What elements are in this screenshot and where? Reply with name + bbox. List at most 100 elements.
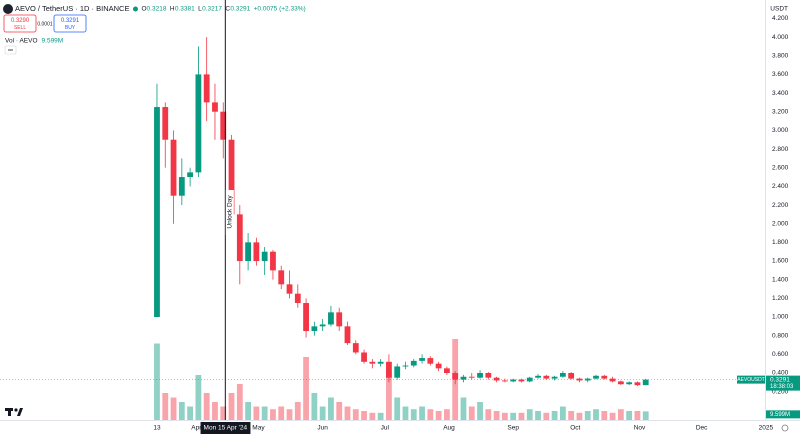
candle-body xyxy=(526,377,533,382)
volume-bar xyxy=(170,397,177,420)
ohlc-key: C xyxy=(225,6,230,13)
sell-button[interactable] xyxy=(3,14,37,33)
ohlc-value: 0.3291 xyxy=(230,6,250,13)
candle-body xyxy=(410,360,417,366)
volume-bar xyxy=(485,409,492,420)
candle-body xyxy=(402,365,409,367)
y-tick-label: 0.800 xyxy=(772,332,789,339)
candle-body xyxy=(311,326,318,332)
volume-bar xyxy=(203,393,210,420)
y-tick-label: 1.400 xyxy=(772,276,789,283)
ohlc-value: 0.3218 xyxy=(147,6,167,13)
y-tick-label: 4.000 xyxy=(772,34,789,41)
price-axis-unit: USDT xyxy=(770,6,788,13)
volume-bar xyxy=(377,412,384,420)
volume-bar xyxy=(460,397,467,420)
y-tick-label: 1.600 xyxy=(772,258,789,265)
y-tick-label: 1.800 xyxy=(772,239,789,246)
volume-bar xyxy=(394,397,401,420)
volume-bar xyxy=(468,406,475,420)
candle-body xyxy=(394,366,401,378)
symbol-title[interactable]: AEVO / TetherUS · 1D · BINANCE xyxy=(15,4,129,13)
symbol-tag xyxy=(737,375,765,384)
volume-bar xyxy=(493,411,500,420)
x-tick-label: Nov xyxy=(634,425,646,432)
price-change: +0.0075 (+2.33%) xyxy=(254,6,306,13)
volume-bar xyxy=(328,397,334,420)
volume-bar xyxy=(626,411,633,420)
volume-tag xyxy=(766,410,800,419)
ohlc-value: 0.3381 xyxy=(175,6,195,13)
volume-bar xyxy=(568,411,575,420)
settings-icon[interactable] xyxy=(781,424,789,432)
candle-body xyxy=(361,352,367,362)
volume-bar xyxy=(369,412,376,420)
candle-body xyxy=(444,368,450,374)
symbol-tag-text: AEVOUSDT xyxy=(737,377,765,383)
x-tick-label: 2025 xyxy=(759,425,774,432)
candle-body xyxy=(543,375,550,379)
candle-body xyxy=(427,358,434,364)
tradingview-logo[interactable] xyxy=(5,408,23,416)
x-tick-label: Dec xyxy=(696,425,708,432)
x-tick-label: May xyxy=(252,425,265,432)
volume-bar xyxy=(601,411,608,420)
y-tick-label: 2.400 xyxy=(772,183,789,190)
volume-bar xyxy=(303,357,309,420)
candle-body xyxy=(278,270,285,285)
candle-body xyxy=(187,172,194,178)
sell-label: SELL xyxy=(14,25,26,31)
volume-bar xyxy=(551,411,558,420)
candle-body xyxy=(261,251,268,262)
logo-part xyxy=(8,408,11,416)
volume-bar xyxy=(212,402,218,420)
candle-body xyxy=(584,378,591,381)
volume-bar xyxy=(576,412,583,420)
candle-body xyxy=(493,377,500,381)
volume-bar xyxy=(154,343,160,420)
candle-body xyxy=(535,375,541,378)
y-tick-label: 3.400 xyxy=(772,90,789,97)
crosshair-date-bg xyxy=(200,422,251,434)
candle-body xyxy=(203,74,210,103)
y-tick-label: 0.200 xyxy=(772,388,789,395)
ohlc-key: H xyxy=(170,6,175,13)
annotation-text: Unlock Day xyxy=(227,195,234,229)
candle-body xyxy=(601,375,608,379)
candle-body xyxy=(245,242,251,262)
volume-bar xyxy=(344,406,351,420)
candle-body xyxy=(593,375,599,379)
spread: 0.0001 xyxy=(37,21,53,27)
price-tag xyxy=(766,375,800,391)
volume-bar xyxy=(386,370,392,420)
candle-body xyxy=(468,376,475,378)
candle-body xyxy=(626,382,633,385)
candle-body xyxy=(609,378,616,382)
x-tick-label: Jun xyxy=(317,425,328,432)
volume-bar xyxy=(559,406,566,420)
ohlc-key: L xyxy=(198,6,202,13)
buy-button[interactable] xyxy=(53,14,87,33)
y-tick-label: 3.600 xyxy=(772,71,789,78)
volume-bar xyxy=(245,402,251,420)
candle-body xyxy=(195,74,202,173)
candle-body xyxy=(485,373,492,378)
volume-bar xyxy=(319,406,326,420)
volume-bar xyxy=(642,411,649,420)
volume-bar xyxy=(419,406,425,420)
sell-price: 0.3290 xyxy=(11,18,30,24)
y-tick-label: 0.600 xyxy=(772,351,789,358)
volume-indicator-label[interactable]: Vol · AEVO xyxy=(5,38,38,45)
volume-bar xyxy=(311,393,318,420)
x-tick-label: Apr xyxy=(191,425,202,432)
buy-price: 0.3291 xyxy=(61,18,80,24)
candle-body xyxy=(328,312,334,325)
volume-bar xyxy=(634,411,641,420)
x-tick-label: Oct xyxy=(570,425,580,432)
y-tick-label: 1.200 xyxy=(772,295,789,302)
candle-body xyxy=(294,293,301,304)
x-tick-label: 13 xyxy=(153,425,161,432)
price-tag-countdown: 18:38:03 xyxy=(770,384,794,390)
ohlc-value: 0.3217 xyxy=(202,6,222,13)
